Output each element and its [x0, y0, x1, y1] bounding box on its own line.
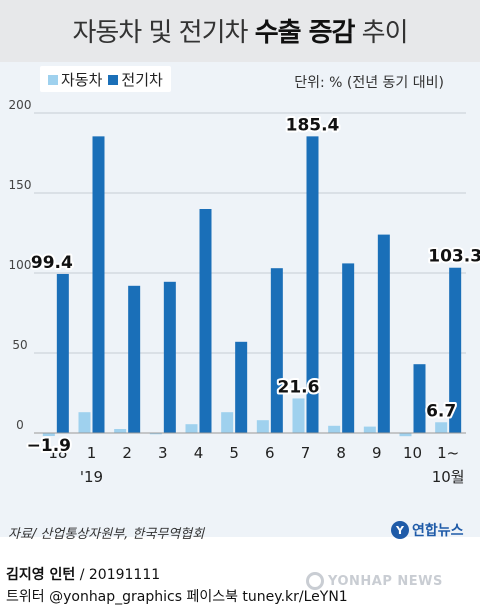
x-tick-label: 1~: [437, 444, 459, 462]
social-line: 트위터 @yonhap_graphics 페이스북 tuney.kr/LeYN1: [6, 589, 348, 605]
source-note: 자료/ 산업통상자원부, 한국무역협회: [8, 527, 205, 542]
data-label-halo: 6.7: [426, 401, 456, 421]
bar-ev: [342, 263, 355, 433]
bar-ev: [306, 136, 319, 434]
bar-ev: [235, 341, 248, 433]
bar-car: [78, 412, 91, 433]
chart-background: [0, 62, 480, 537]
yonhap-logo-icon: Y: [391, 521, 409, 539]
bar-car: [185, 424, 198, 433]
bar-ev: [270, 268, 283, 433]
x-tick-label: 5: [229, 444, 239, 462]
bar-car: [363, 426, 376, 433]
bar-ev: [56, 273, 69, 433]
legend: 자동차 전기차: [40, 66, 171, 92]
x-tick-label: 1: [87, 444, 97, 462]
bar-ev: [92, 136, 105, 434]
x-tick-label: 4: [194, 444, 204, 462]
legend-swatch-ev: [108, 74, 119, 85]
data-label: 99.4: [31, 253, 73, 273]
yonhap-logo-text: 연합뉴스: [412, 523, 464, 539]
bar-ev: [413, 364, 426, 433]
x-tick-sublabel: 10월: [432, 468, 465, 486]
data-label: −1.9: [27, 436, 71, 456]
x-tick-label: 10: [403, 444, 422, 462]
watermark-text: YONHAP NEWS: [328, 573, 443, 589]
title-bold: 수출 증감: [254, 18, 356, 48]
x-tick-label: 7: [301, 444, 311, 462]
bar-ev: [449, 267, 462, 433]
x-tick-label: 9: [372, 444, 382, 462]
header-band: [0, 0, 480, 62]
bar-ev: [377, 234, 390, 433]
legend-swatch-car: [48, 74, 58, 85]
x-tick-sublabel: '19: [80, 468, 103, 486]
bar-car: [256, 420, 269, 433]
credit-name: 김지영 인턴: [6, 567, 76, 583]
credit-line: 김지영 인턴 / 20191111: [6, 564, 160, 584]
title-tail: 추이: [354, 18, 409, 48]
bar-car: [328, 425, 341, 433]
watermark-icon: [306, 572, 324, 590]
title-normal: 자동차 및 전기차: [72, 18, 255, 48]
x-tick-label: 3: [158, 444, 168, 462]
data-label-halo: 103.3: [428, 247, 480, 267]
data-label-halo: −1.9: [27, 436, 71, 456]
bar-car: [435, 422, 448, 433]
y-tick-label: 0: [16, 418, 24, 432]
credit-date: / 20191111: [75, 567, 161, 583]
legend-label-car: 자동차: [61, 70, 103, 89]
y-tick-label: 200: [9, 98, 32, 112]
yonhap-logo: Y 연합뉴스: [391, 520, 464, 540]
bar-ev: [163, 281, 176, 433]
x-tick-label: 8: [336, 444, 346, 462]
bar-car: [149, 433, 162, 435]
bar-car: [292, 398, 305, 433]
data-label: 185.4: [286, 115, 340, 135]
legend-item-car: 자동차: [48, 69, 102, 90]
x-tick-label: 2: [122, 444, 132, 462]
x-tick-label: '18: [44, 444, 67, 462]
data-label: 6.7: [426, 401, 456, 421]
bar-car: [221, 412, 234, 433]
legend-label-ev: 전기차: [121, 70, 163, 89]
legend-item-ev: 전기차: [108, 69, 163, 90]
y-tick-label: 150: [9, 178, 32, 192]
y-tick-label: 50: [12, 338, 27, 352]
bar-car: [114, 429, 127, 433]
data-label-halo: 21.6: [278, 377, 320, 397]
bar-ev: [128, 285, 141, 433]
unit-label: 단위: % (전년 동기 대비): [294, 75, 444, 91]
bar-car: [42, 433, 55, 437]
data-label: 21.6: [278, 377, 320, 397]
bar-car: [399, 433, 412, 437]
bar-ev: [199, 209, 212, 433]
watermark: YONHAP NEWS: [306, 572, 443, 590]
data-label: 103.3: [428, 247, 480, 267]
data-label-halo: 99.4: [31, 253, 73, 273]
y-tick-label: 100: [9, 258, 32, 272]
chart-title: 자동차 및 전기차 수출 증감 추이: [0, 12, 480, 49]
data-label-halo: 185.4: [286, 115, 340, 135]
x-tick-label: 6: [265, 444, 275, 462]
